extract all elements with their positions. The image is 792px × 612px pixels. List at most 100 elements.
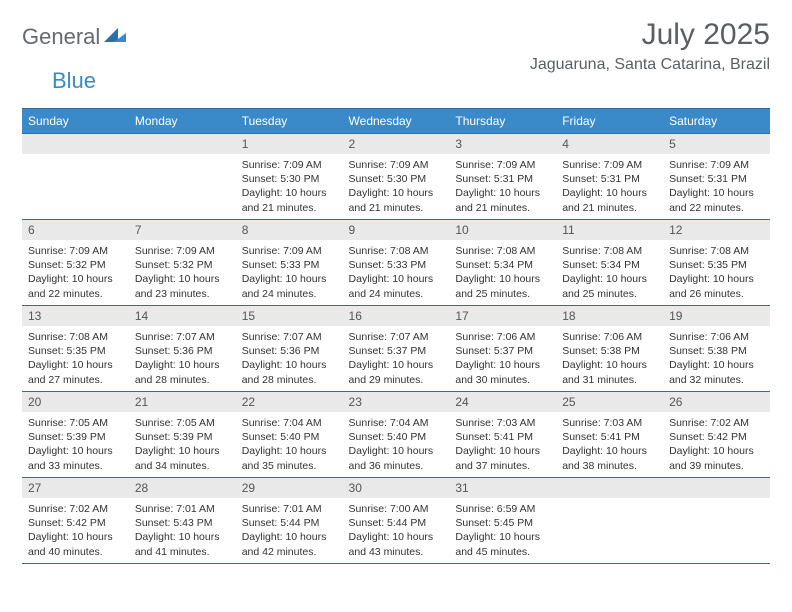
- calendar-cell: 9Sunrise: 7:08 AMSunset: 5:33 PMDaylight…: [343, 220, 450, 306]
- day-header: Monday: [129, 109, 236, 134]
- day-header: Saturday: [663, 109, 770, 134]
- daylight-text: Daylight: 10 hours and 27 minutes.: [28, 358, 123, 386]
- calendar-cell: [22, 134, 129, 220]
- calendar-cell: 13Sunrise: 7:08 AMSunset: 5:35 PMDayligh…: [22, 306, 129, 392]
- daylight-text: Daylight: 10 hours and 37 minutes.: [455, 444, 550, 472]
- calendar-cell: 21Sunrise: 7:05 AMSunset: 5:39 PMDayligh…: [129, 392, 236, 478]
- sunrise-text: Sunrise: 7:08 AM: [562, 244, 657, 258]
- daylight-text: Daylight: 10 hours and 28 minutes.: [135, 358, 230, 386]
- calendar-cell: 18Sunrise: 7:06 AMSunset: 5:38 PMDayligh…: [556, 306, 663, 392]
- sunset-text: Sunset: 5:40 PM: [349, 430, 444, 444]
- day-header: Wednesday: [343, 109, 450, 134]
- sunset-text: Sunset: 5:44 PM: [242, 516, 337, 530]
- day-content: Sunrise: 7:05 AMSunset: 5:39 PMDaylight:…: [129, 412, 236, 477]
- sunset-text: Sunset: 5:41 PM: [562, 430, 657, 444]
- day-content: Sunrise: 7:04 AMSunset: 5:40 PMDaylight:…: [343, 412, 450, 477]
- sunrise-text: Sunrise: 7:09 AM: [242, 158, 337, 172]
- daylight-text: Daylight: 10 hours and 26 minutes.: [669, 272, 764, 300]
- sunrise-text: Sunrise: 7:09 AM: [349, 158, 444, 172]
- day-number: 21: [129, 392, 236, 412]
- day-content: Sunrise: 7:09 AMSunset: 5:32 PMDaylight:…: [129, 240, 236, 305]
- daylight-text: Daylight: 10 hours and 39 minutes.: [669, 444, 764, 472]
- calendar-row: 20Sunrise: 7:05 AMSunset: 5:39 PMDayligh…: [22, 392, 770, 478]
- sunrise-text: Sunrise: 7:08 AM: [28, 330, 123, 344]
- calendar-cell: 16Sunrise: 7:07 AMSunset: 5:37 PMDayligh…: [343, 306, 450, 392]
- day-number: 18: [556, 306, 663, 326]
- calendar-cell: 31Sunrise: 6:59 AMSunset: 5:45 PMDayligh…: [449, 478, 556, 564]
- sunrise-text: Sunrise: 7:06 AM: [669, 330, 764, 344]
- day-content: Sunrise: 7:08 AMSunset: 5:35 PMDaylight:…: [663, 240, 770, 305]
- day-number: 24: [449, 392, 556, 412]
- daylight-text: Daylight: 10 hours and 31 minutes.: [562, 358, 657, 386]
- day-number: 8: [236, 220, 343, 240]
- sunrise-text: Sunrise: 7:09 AM: [242, 244, 337, 258]
- daylight-text: Daylight: 10 hours and 21 minutes.: [349, 186, 444, 214]
- calendar-cell: 19Sunrise: 7:06 AMSunset: 5:38 PMDayligh…: [663, 306, 770, 392]
- sunrise-text: Sunrise: 7:01 AM: [135, 502, 230, 516]
- sunrise-text: Sunrise: 7:07 AM: [242, 330, 337, 344]
- calendar-row: 27Sunrise: 7:02 AMSunset: 5:42 PMDayligh…: [22, 478, 770, 564]
- daylight-text: Daylight: 10 hours and 24 minutes.: [242, 272, 337, 300]
- sunrise-text: Sunrise: 7:06 AM: [455, 330, 550, 344]
- sunset-text: Sunset: 5:32 PM: [28, 258, 123, 272]
- day-number: 19: [663, 306, 770, 326]
- sunset-text: Sunset: 5:36 PM: [135, 344, 230, 358]
- day-content: Sunrise: 7:06 AMSunset: 5:38 PMDaylight:…: [556, 326, 663, 391]
- sunset-text: Sunset: 5:43 PM: [135, 516, 230, 530]
- calendar-row: 13Sunrise: 7:08 AMSunset: 5:35 PMDayligh…: [22, 306, 770, 392]
- sunset-text: Sunset: 5:39 PM: [135, 430, 230, 444]
- calendar-cell: 2Sunrise: 7:09 AMSunset: 5:30 PMDaylight…: [343, 134, 450, 220]
- sunrise-text: Sunrise: 7:04 AM: [349, 416, 444, 430]
- calendar-cell: 20Sunrise: 7:05 AMSunset: 5:39 PMDayligh…: [22, 392, 129, 478]
- daylight-text: Daylight: 10 hours and 42 minutes.: [242, 530, 337, 558]
- day-content: Sunrise: 7:05 AMSunset: 5:39 PMDaylight:…: [22, 412, 129, 477]
- calendar-cell: 1Sunrise: 7:09 AMSunset: 5:30 PMDaylight…: [236, 134, 343, 220]
- daylight-text: Daylight: 10 hours and 21 minutes.: [455, 186, 550, 214]
- sunset-text: Sunset: 5:35 PM: [669, 258, 764, 272]
- daylight-text: Daylight: 10 hours and 35 minutes.: [242, 444, 337, 472]
- sunset-text: Sunset: 5:38 PM: [669, 344, 764, 358]
- day-content: Sunrise: 6:59 AMSunset: 5:45 PMDaylight:…: [449, 498, 556, 563]
- sunrise-text: Sunrise: 7:06 AM: [562, 330, 657, 344]
- daylight-text: Daylight: 10 hours and 25 minutes.: [562, 272, 657, 300]
- day-content: Sunrise: 7:03 AMSunset: 5:41 PMDaylight:…: [556, 412, 663, 477]
- day-number: 5: [663, 134, 770, 154]
- calendar-cell: 6Sunrise: 7:09 AMSunset: 5:32 PMDaylight…: [22, 220, 129, 306]
- logo-triangle-icon: [104, 26, 126, 49]
- title-block: July 2025 Jaguaruna, Santa Catarina, Bra…: [530, 18, 770, 74]
- day-number: [129, 134, 236, 154]
- day-content: Sunrise: 7:06 AMSunset: 5:37 PMDaylight:…: [449, 326, 556, 391]
- sunset-text: Sunset: 5:35 PM: [28, 344, 123, 358]
- daylight-text: Daylight: 10 hours and 38 minutes.: [562, 444, 657, 472]
- day-number: 25: [556, 392, 663, 412]
- sunset-text: Sunset: 5:42 PM: [28, 516, 123, 530]
- calendar-cell: 22Sunrise: 7:04 AMSunset: 5:40 PMDayligh…: [236, 392, 343, 478]
- day-header: Sunday: [22, 109, 129, 134]
- day-content: Sunrise: 7:03 AMSunset: 5:41 PMDaylight:…: [449, 412, 556, 477]
- sunrise-text: Sunrise: 7:08 AM: [669, 244, 764, 258]
- day-number: 11: [556, 220, 663, 240]
- daylight-text: Daylight: 10 hours and 28 minutes.: [242, 358, 337, 386]
- daylight-text: Daylight: 10 hours and 22 minutes.: [669, 186, 764, 214]
- daylight-text: Daylight: 10 hours and 23 minutes.: [135, 272, 230, 300]
- sunrise-text: Sunrise: 7:09 AM: [28, 244, 123, 258]
- daylight-text: Daylight: 10 hours and 29 minutes.: [349, 358, 444, 386]
- sunset-text: Sunset: 5:39 PM: [28, 430, 123, 444]
- daylight-text: Daylight: 10 hours and 40 minutes.: [28, 530, 123, 558]
- day-header: Friday: [556, 109, 663, 134]
- calendar-cell: 8Sunrise: 7:09 AMSunset: 5:33 PMDaylight…: [236, 220, 343, 306]
- sunset-text: Sunset: 5:42 PM: [669, 430, 764, 444]
- day-number: [22, 134, 129, 154]
- sunrise-text: Sunrise: 7:05 AM: [28, 416, 123, 430]
- day-number: [663, 478, 770, 498]
- day-content: Sunrise: 7:08 AMSunset: 5:33 PMDaylight:…: [343, 240, 450, 305]
- day-content: Sunrise: 7:08 AMSunset: 5:35 PMDaylight:…: [22, 326, 129, 391]
- sunset-text: Sunset: 5:37 PM: [455, 344, 550, 358]
- day-number: 17: [449, 306, 556, 326]
- day-number: 6: [22, 220, 129, 240]
- logo-text-blue: Blue: [52, 68, 96, 93]
- sunrise-text: Sunrise: 7:03 AM: [562, 416, 657, 430]
- daylight-text: Daylight: 10 hours and 43 minutes.: [349, 530, 444, 558]
- sunset-text: Sunset: 5:31 PM: [455, 172, 550, 186]
- day-content: Sunrise: 7:04 AMSunset: 5:40 PMDaylight:…: [236, 412, 343, 477]
